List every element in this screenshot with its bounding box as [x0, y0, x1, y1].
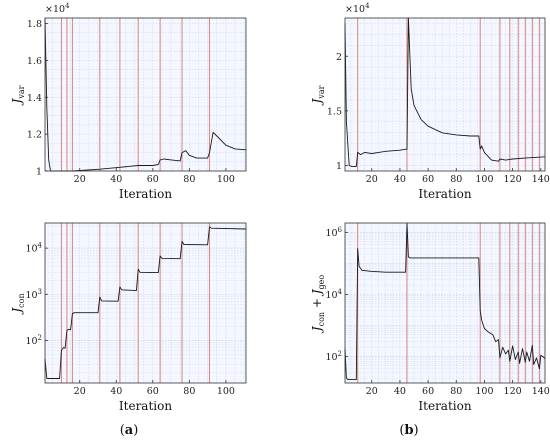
chart-b-top: 20 40 60 80 100 120 140 1 1.5 2 ×104 Iteration Jvar [310, 2, 550, 201]
x-tick-label: 20 [366, 386, 378, 397]
x-tick-label: 40 [394, 174, 406, 185]
x-tick-label: 120 [504, 386, 522, 397]
x-tick-label: 100 [217, 386, 235, 397]
x-tick-label: 20 [74, 174, 86, 185]
y-tick-label: 104 [25, 242, 42, 255]
series-line [344, 222, 546, 381]
y-axis-exponent: ×104 [45, 2, 70, 15]
x-axis-label: Iteration [418, 187, 471, 201]
y-axis-exponent: ×104 [345, 2, 370, 15]
y-tick-label: 1.8 [27, 19, 42, 30]
x-tick-label: 40 [110, 386, 122, 397]
caption-a: (a) [120, 423, 139, 438]
y-axis-label: Jvar [10, 85, 26, 106]
x-tick-label: 20 [366, 174, 378, 185]
x-tick-label: 20 [74, 386, 86, 397]
x-tick-label: 80 [183, 174, 195, 185]
x-tick-label: 40 [110, 174, 122, 185]
x-tick-label: 60 [422, 386, 434, 397]
y-tick-label: 102 [25, 334, 42, 347]
y-tick-label: 1 [336, 161, 342, 172]
caption-b: (b) [399, 423, 418, 438]
plot-area [45, 18, 246, 171]
y-tick-label: 103 [25, 288, 42, 301]
y-tick-label: 102 [325, 350, 342, 363]
x-tick-label: 40 [394, 386, 406, 397]
y-tick-label: 106 [325, 226, 342, 239]
x-tick-label: 120 [504, 174, 522, 185]
chart-a-top: 20 40 60 80 100 1 1.2 1.4 1.6 1.8×104 Iteration Jva… [10, 2, 247, 201]
series-line [344, 17, 546, 168]
x-axis-label: Iteration [418, 399, 471, 413]
plot-frame [344, 222, 546, 384]
plot-area [45, 223, 246, 383]
x-tick-label: 80 [450, 386, 462, 397]
x-tick-label: 60 [422, 174, 434, 185]
x-tick-label: 80 [450, 174, 462, 185]
x-tick-label: 80 [183, 386, 195, 397]
x-tick-label: 100 [217, 174, 235, 185]
y-tick-label: 1.4 [27, 93, 42, 104]
y-tick-label: 1.5 [327, 106, 342, 117]
series-line [44, 226, 247, 379]
x-tick-label: 140 [532, 386, 550, 397]
chart-a-bottom: 20 40 60 80 100 102 103 104 Iteration Jcon [10, 222, 247, 413]
plot-frame [344, 17, 546, 172]
plot-area [345, 18, 545, 171]
x-tick-label: 100 [475, 386, 493, 397]
x-tick-label: 60 [147, 174, 159, 185]
y-tick-label: 2 [336, 52, 342, 63]
y-tick-label: 1.2 [27, 130, 42, 141]
y-axis-label: Jcon [10, 293, 26, 315]
x-axis-label: Iteration [119, 187, 172, 201]
x-tick-label: 100 [475, 174, 493, 185]
plot-frame [44, 17, 247, 172]
chart-b-bottom: 20 40 60 80 100 120 140 102 104 106 Iteration Jcon … [310, 222, 550, 413]
y-axis-label: Jvar [310, 85, 326, 106]
x-axis-label: Iteration [119, 399, 172, 413]
y-axis-label: Jcon + Jgeo [310, 275, 326, 335]
y-tick-label: 104 [325, 288, 342, 301]
x-tick-label: 60 [147, 386, 159, 397]
x-tick-label: 140 [532, 174, 550, 185]
y-tick-label: 1 [36, 167, 42, 178]
plot-frame [44, 222, 247, 384]
y-tick-label: 1.6 [27, 56, 42, 67]
